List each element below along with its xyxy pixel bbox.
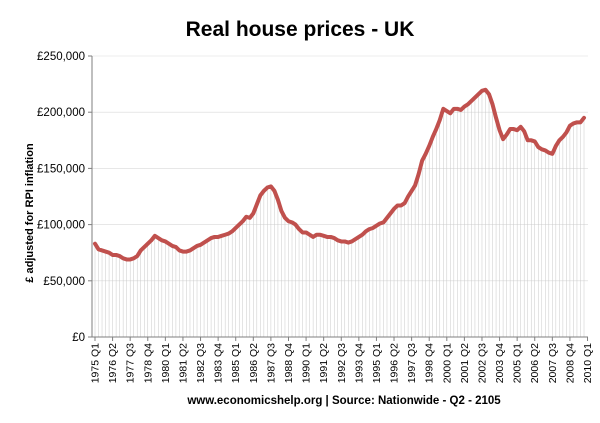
x-tick-label: 2002 Q3 (476, 343, 488, 383)
y-tick-label: £50,000 (43, 276, 85, 288)
x-tick-label: 1976 Q2 (107, 343, 119, 383)
x-tick-label: 1995 Q1 (371, 343, 383, 383)
x-tick-label: 1993 Q4 (353, 343, 365, 383)
x-tick-label: 1975 Q1 (90, 343, 102, 383)
chart-title: Real house prices - UK (186, 18, 415, 41)
x-tick-label: 1981 Q2 (177, 343, 189, 383)
x-tick-label: 1990 Q1 (301, 343, 313, 383)
x-tick-label: 1977 Q3 (125, 343, 137, 383)
x-tick-label: 1988 Q4 (283, 343, 295, 383)
plot-area (91, 55, 588, 338)
series-line (93, 87, 586, 262)
x-tick-label: 2001 Q2 (459, 343, 471, 383)
x-tick-label: 1978 Q4 (142, 343, 154, 383)
y-tick-label: £200,000 (37, 107, 85, 119)
x-tick-label: 1980 Q1 (160, 343, 172, 383)
x-tick-label: 2003 Q4 (494, 343, 506, 383)
x-tick-label: 1991 Q2 (318, 343, 330, 383)
x-tick-label: 1985 Q1 (230, 343, 242, 383)
gridlines (92, 55, 588, 282)
x-tick-label: 1982 Q3 (195, 343, 207, 383)
x-axis-ticks: 1975 Q1 1976 Q2 1977 Q3 1978 Q4 1980 Q1 1981 … (90, 337, 600, 383)
x-tick-label: 2007 Q3 (547, 343, 559, 383)
y-tick-label: £100,000 (37, 220, 85, 232)
x-tick-label: 1983 Q4 (213, 343, 225, 383)
x-tick-label: 1996 Q2 (389, 343, 401, 383)
x-tick-label: 2006 Q2 (529, 343, 541, 383)
y-axis-ticks: £0 £50,000 £100,000 £150,000 £200,000 £250,00… (37, 51, 92, 344)
x-tick-label: 1986 Q2 (248, 343, 260, 383)
y-tick-label: £250,000 (37, 51, 85, 63)
x-tick-label: 1987 Q3 (265, 343, 277, 383)
x-tick-label: 1992 Q3 (336, 343, 348, 383)
y-tick-label: £0 (72, 332, 85, 344)
x-tick-label: 1997 Q3 (406, 343, 418, 383)
y-tick-label: £150,000 (37, 163, 85, 175)
area-fill-hatch (94, 89, 585, 337)
x-tick-label: 2008 Q4 (564, 343, 576, 383)
source-credit: www.economicshelp.org | Source: Nationwi… (186, 395, 501, 407)
x-tick-label: 2000 Q1 (441, 343, 453, 383)
x-tick-label: 2010 Q1 (582, 343, 594, 383)
x-tick-label: 1998 Q4 (424, 343, 436, 383)
series-layer (93, 87, 586, 262)
x-tick-label: 2005 Q1 (512, 343, 524, 383)
y-axis-label: £ adjusted for RPI inflation (24, 143, 36, 283)
